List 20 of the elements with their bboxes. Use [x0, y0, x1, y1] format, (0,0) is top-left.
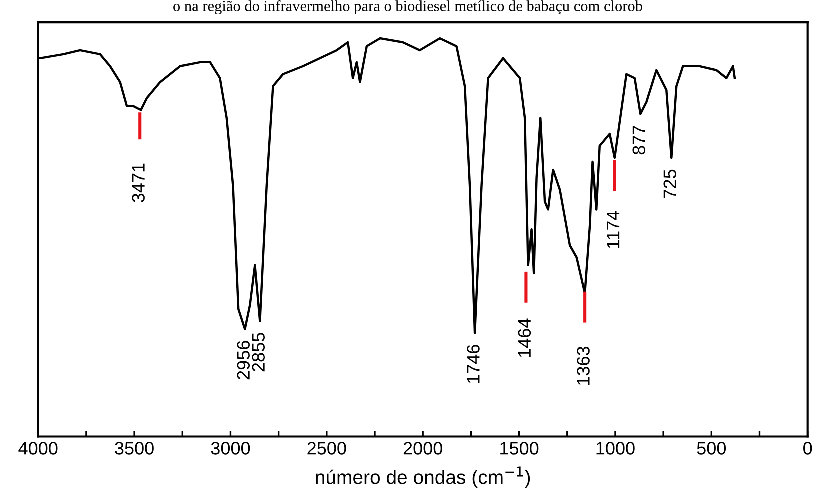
x-tick-label: 2500 [308, 442, 346, 455]
annotation: 1746 [467, 345, 480, 384]
annotation: 1174 [607, 211, 620, 248]
annotation: 3471 [132, 164, 145, 202]
annotation: 1464 [518, 318, 532, 358]
x-tick-label: 2000 [404, 442, 442, 455]
x-tick-label: 500 [697, 442, 726, 455]
x-tick-label: 3500 [115, 442, 154, 455]
annotation: 1363 [577, 346, 590, 385]
annotation: 725 [664, 170, 676, 198]
x-axis-title: número de ondas (cm$^{−1}$) [316, 466, 530, 488]
annotation: 2956 [237, 341, 250, 380]
annotation: 877 [632, 126, 646, 155]
chart-title: o na região do infravermelho para o biodiesel metílico de babaçu com clorob [174, 0, 642, 15]
x-tick-label: 1500 [500, 442, 539, 455]
x-tick-label: 4000 [18, 442, 58, 455]
x-tick-label: 3000 [211, 442, 250, 455]
x-tick-label: 1000 [596, 442, 635, 455]
annotation: 2855 [252, 333, 266, 372]
x-tick-label: 0 [804, 442, 812, 455]
